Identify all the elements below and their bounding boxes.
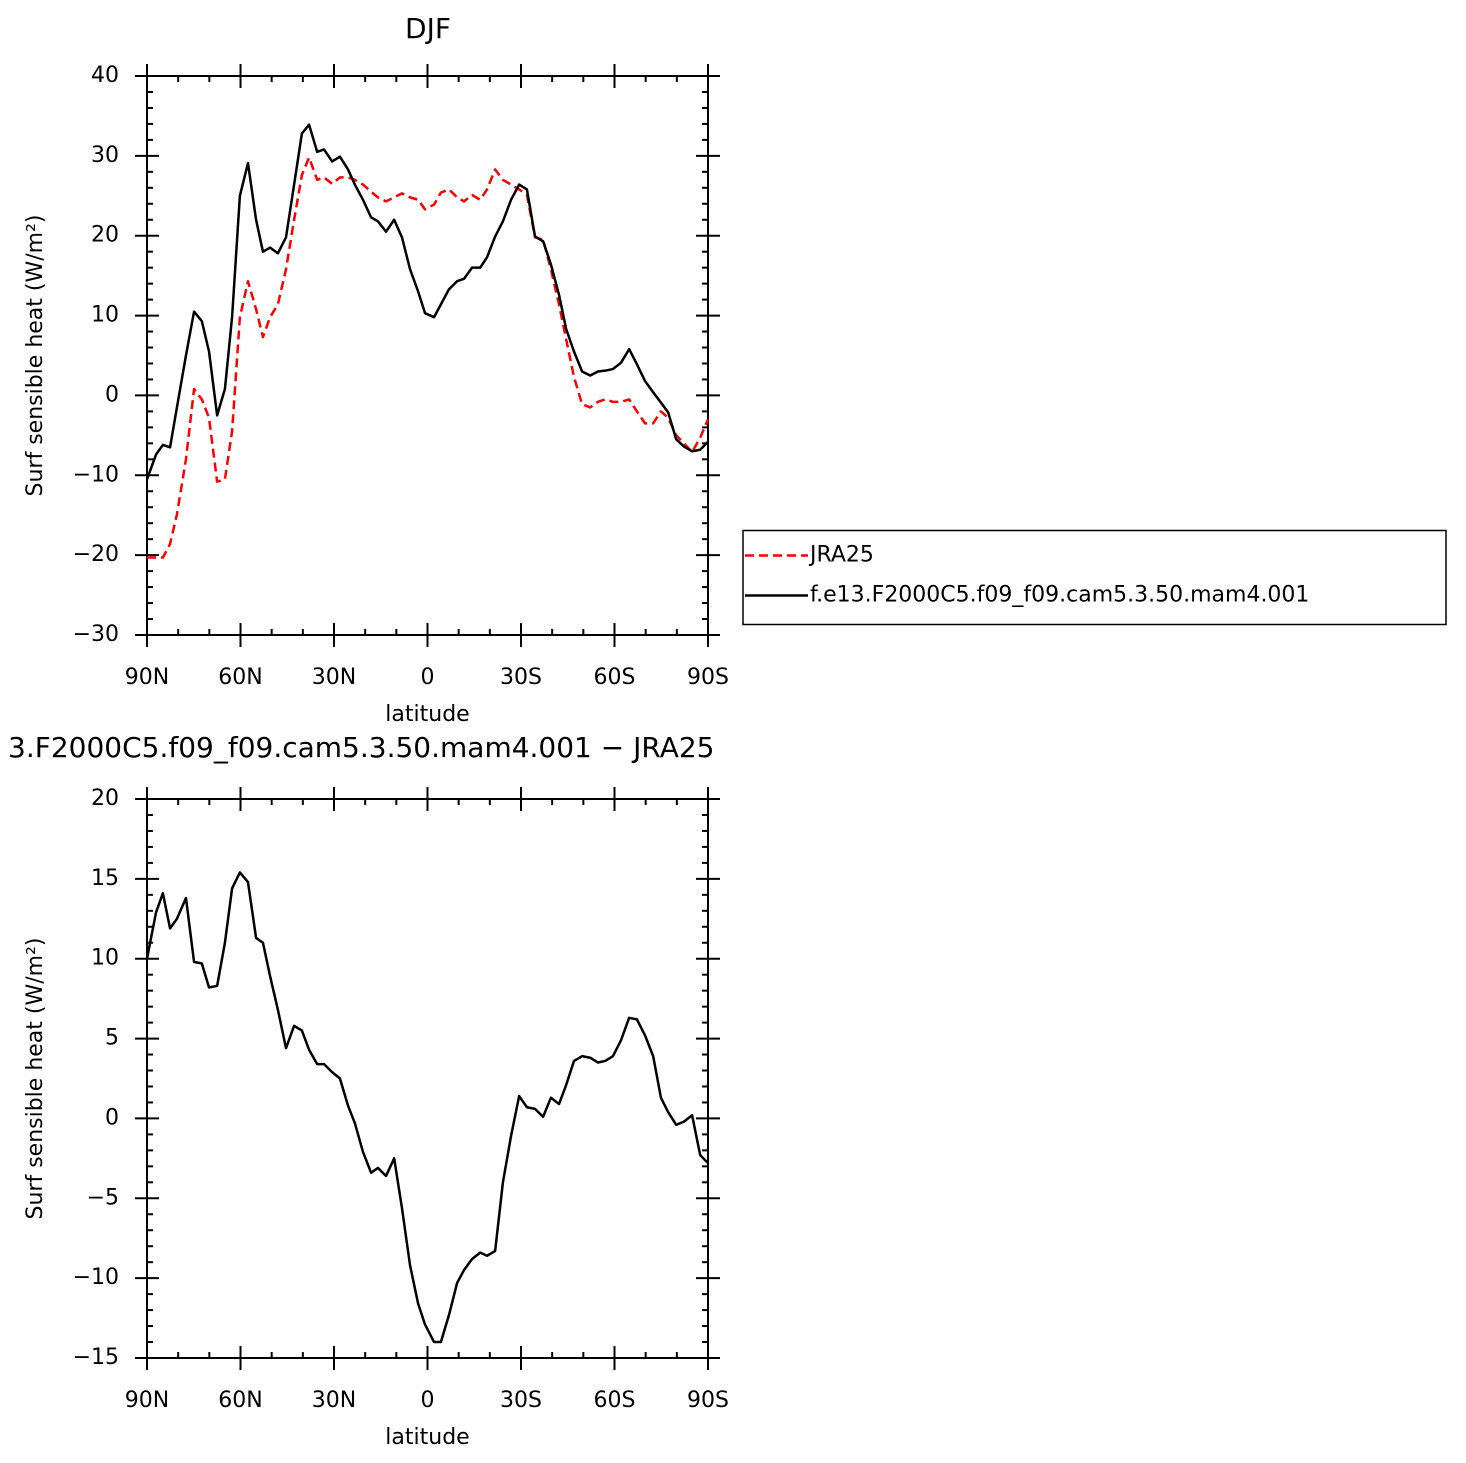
y-tick-label: 40 bbox=[91, 63, 119, 88]
y-tick-label: 5 bbox=[105, 1026, 119, 1051]
y-tick-label: 20 bbox=[91, 223, 119, 248]
y-tick-label: 10 bbox=[91, 303, 119, 328]
legend-label: JRA25 bbox=[808, 543, 874, 568]
x-axis-label: latitude bbox=[385, 1425, 469, 1450]
x-tick-label: 30N bbox=[312, 1388, 356, 1413]
plot-frame bbox=[146, 798, 709, 1359]
y-axis-label: Surf sensible heat (W/m²) bbox=[23, 215, 48, 497]
x-tick-label: 90S bbox=[687, 1388, 729, 1413]
x-tick-label: 90S bbox=[687, 665, 729, 690]
y-tick-label: −15 bbox=[73, 1345, 119, 1370]
chart-title: DJF bbox=[405, 12, 451, 45]
data-line bbox=[145, 123, 709, 480]
y-tick-label: 0 bbox=[105, 1105, 119, 1130]
y-tick-label: 0 bbox=[105, 382, 119, 407]
y-tick-label: −10 bbox=[73, 462, 119, 487]
x-tick-label: 30S bbox=[500, 665, 542, 690]
y-tick-label: −20 bbox=[73, 542, 119, 567]
y-tick-label: 10 bbox=[91, 946, 119, 971]
x-tick-label: 30N bbox=[312, 665, 356, 690]
chart-title: 3.F2000C5.f09_f09.cam5.3.50.mam4.001 − J… bbox=[8, 731, 715, 764]
data-line bbox=[145, 871, 709, 1344]
x-tick-label: 90N bbox=[125, 1388, 169, 1413]
x-tick-label: 60N bbox=[218, 665, 262, 690]
x-tick-label: 30S bbox=[500, 1388, 542, 1413]
plot-frame bbox=[146, 75, 709, 636]
legend-label: f.e13.F2000C5.f09_f09.cam5.3.50.mam4.001 bbox=[810, 583, 1309, 608]
data-line bbox=[147, 156, 710, 559]
y-tick-label: −5 bbox=[87, 1185, 119, 1210]
x-axis-label: latitude bbox=[385, 702, 469, 727]
y-tick-label: 15 bbox=[91, 866, 119, 891]
x-tick-label: 60N bbox=[218, 1388, 262, 1413]
y-axis-label: Surf sensible heat (W/m²) bbox=[23, 938, 48, 1220]
x-tick-label: 60S bbox=[594, 1388, 636, 1413]
x-tick-label: 90N bbox=[125, 665, 169, 690]
x-tick-label: 0 bbox=[421, 1388, 435, 1413]
legend-box bbox=[742, 529, 1447, 626]
y-tick-label: −30 bbox=[73, 622, 119, 647]
y-tick-label: −10 bbox=[73, 1265, 119, 1290]
x-tick-label: 0 bbox=[421, 665, 435, 690]
x-tick-label: 60S bbox=[594, 665, 636, 690]
y-tick-label: 20 bbox=[91, 786, 119, 811]
y-tick-label: 30 bbox=[91, 143, 119, 168]
